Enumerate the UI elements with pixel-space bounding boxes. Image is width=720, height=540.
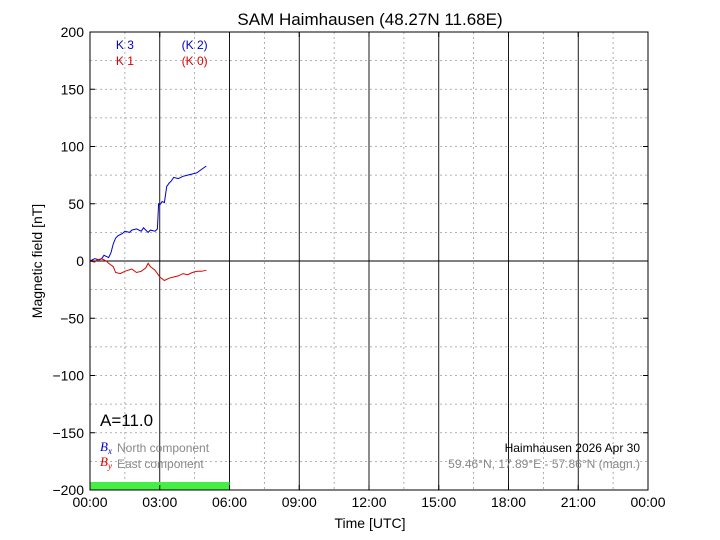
x-tick-label: 09:00 <box>282 494 317 510</box>
grid <box>90 32 648 490</box>
legend-symbol-east: By <box>100 454 112 471</box>
x-tick-label: 12:00 <box>351 494 386 510</box>
k-index-labels: K 3 (K 2) K 1 (K 0) <box>116 38 208 68</box>
y-tick-label: −150 <box>52 425 84 441</box>
k-index-label: (K 0) <box>182 54 208 68</box>
x-tick-label: 06:00 <box>212 494 247 510</box>
y-tick-label: −50 <box>60 310 84 326</box>
legend-item-north: Bx North component <box>100 439 210 456</box>
y-axis-ticks: −200 −150 −100 −50 0 50 100 150 200 <box>52 24 648 498</box>
k-index-label: K 3 <box>116 38 134 52</box>
station-info: Haimhausen 2026 Apr 30 <box>505 441 641 455</box>
y-tick-label: 200 <box>61 24 85 40</box>
x-tick-label: 21:00 <box>561 494 596 510</box>
legend: Bx North component By East component <box>100 439 210 471</box>
x-axis-ticks: 00:00 03:00 06:00 09:00 12:00 15:00 18:00 21:00… <box>72 32 666 510</box>
legend-item-east: By East component <box>100 454 204 471</box>
series-east-line <box>89 258 207 282</box>
x-tick-label: 03:00 <box>142 494 177 510</box>
k-index-label: (K 2) <box>182 38 208 52</box>
x-tick-label: 18:00 <box>491 494 526 510</box>
x-tick-label: 00:00 <box>72 494 107 510</box>
y-tick-label: 50 <box>68 196 84 212</box>
y-tick-label: 150 <box>61 81 85 97</box>
x-tick-label: 00:00 <box>630 494 665 510</box>
x-tick-label: 15:00 <box>421 494 456 510</box>
coord-info: 59.46°N, 17.89°E - 57.86°N (magn.) <box>448 457 640 471</box>
x-axis-label: Time [UTC] <box>334 515 405 531</box>
chart-title: SAM Haimhausen (48.27N 11.68E) <box>237 10 502 29</box>
y-tick-label: −200 <box>52 482 84 498</box>
a-index-label: A=11.0 <box>100 411 153 430</box>
legend-text-north: North component <box>117 441 210 455</box>
legend-symbol-north: Bx <box>100 439 112 456</box>
k-index-label: K 1 <box>116 54 134 68</box>
legend-text-east: East component <box>117 457 204 471</box>
series-north-line <box>89 165 207 262</box>
y-tick-label: 100 <box>61 139 85 155</box>
y-axis-label: Magnetic field [nT] <box>29 204 45 318</box>
y-tick-label: −100 <box>52 368 84 384</box>
data-series <box>89 165 207 282</box>
y-tick-label: 0 <box>76 253 84 269</box>
